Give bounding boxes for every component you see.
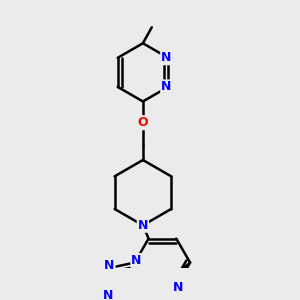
Text: N: N (131, 254, 142, 267)
Text: N: N (173, 281, 183, 295)
Text: N: N (104, 259, 115, 272)
Text: N: N (161, 80, 172, 93)
Text: N: N (138, 219, 148, 232)
Text: O: O (138, 116, 148, 129)
Text: N: N (103, 290, 113, 300)
Text: N: N (161, 51, 172, 64)
